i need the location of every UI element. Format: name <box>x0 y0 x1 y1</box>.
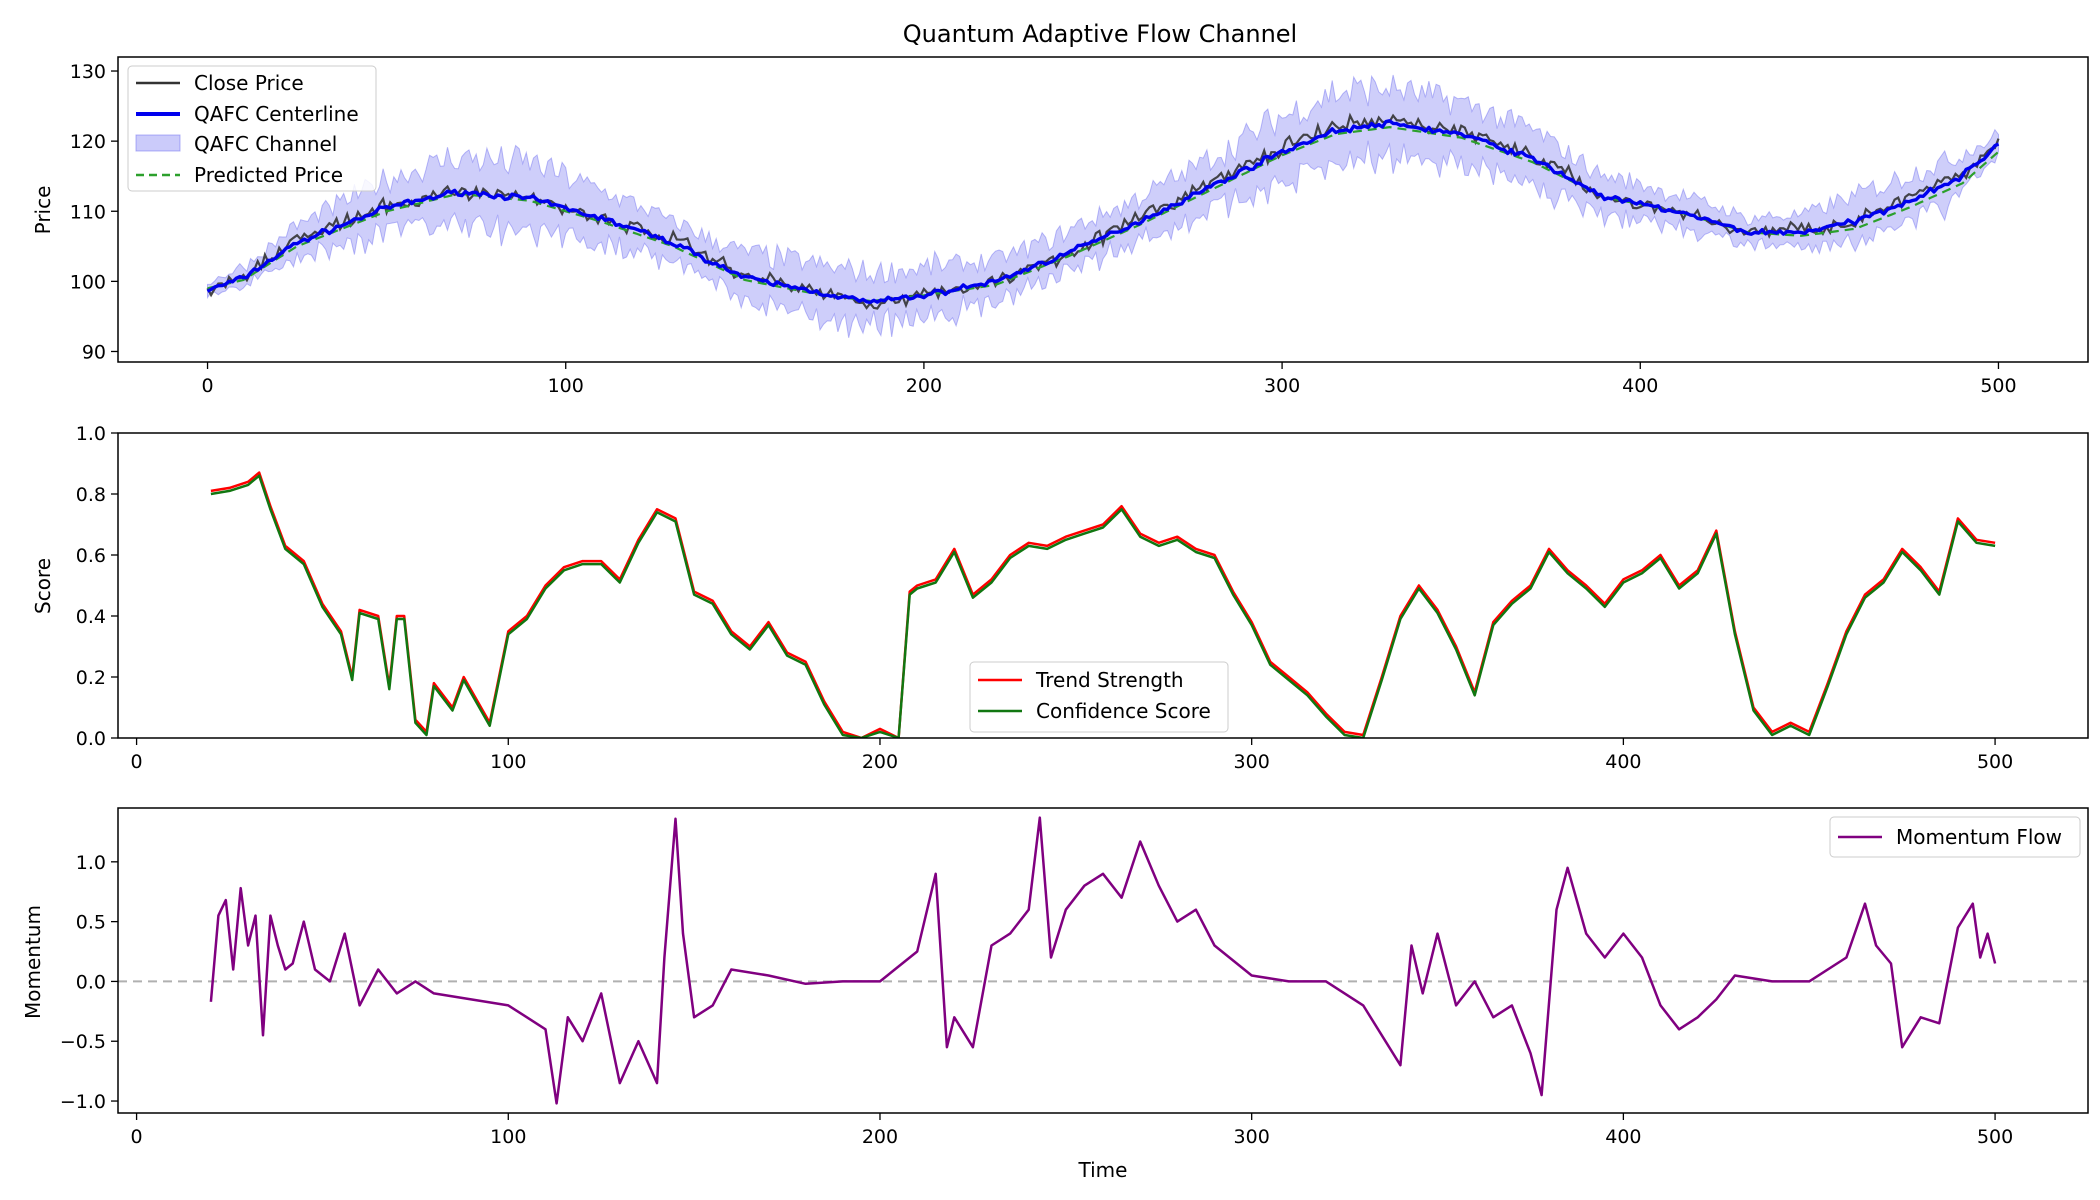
x-tick-label: 200 <box>862 751 898 773</box>
x-tick-label: 500 <box>1977 751 2013 773</box>
momentum-axes-frame <box>117 807 2089 1114</box>
momentum-legend: Momentum Flow <box>1829 816 2081 858</box>
legend-label-momentum-flow: Momentum Flow <box>1896 825 2062 849</box>
chart-title: Quantum Adaptive Flow Channel <box>903 20 1297 48</box>
price-axes-frame <box>117 56 2089 363</box>
y-tick-label: −0.5 <box>60 1031 106 1053</box>
series-close-price <box>206 112 2000 310</box>
legend-label-confidence-score: Confidence Score <box>1036 699 1211 723</box>
x-tick-label: 400 <box>1605 751 1641 773</box>
legend-swatch-qafc-channel <box>135 134 181 152</box>
legend-label-qafc-centerline: QAFC Centerline <box>194 102 359 126</box>
price-legend-box <box>127 65 377 192</box>
y-tick-label: 0.0 <box>76 728 106 750</box>
x-tick-label: 100 <box>548 375 584 397</box>
price-plot-area <box>206 74 2000 338</box>
x-tick-label: 300 <box>1234 751 1270 773</box>
x-tick-label: 500 <box>1977 1126 2013 1148</box>
y-tick-label: 0.6 <box>76 545 106 567</box>
score-panel: 0 100 200 300 400 500 0.0 0.2 0.4 0.6 0.8 1.0 Score… <box>31 423 2089 773</box>
y-tick-label: 110 <box>70 201 106 223</box>
x-tick-label: 100 <box>490 1126 526 1148</box>
score-ticks: 0 100 200 300 400 500 0.0 0.2 0.4 0.6 0.8 1.0 <box>76 423 2013 773</box>
series-confidence-score <box>210 474 1996 738</box>
x-tick-label: 300 <box>1234 1126 1270 1148</box>
x-tick-label: 400 <box>1605 1126 1641 1148</box>
x-tick-label: 200 <box>906 375 942 397</box>
y-tick-label: 0.0 <box>76 971 106 993</box>
y-tick-label: 90 <box>82 341 106 363</box>
x-tick-label: 0 <box>201 375 213 397</box>
y-tick-label: −1.0 <box>60 1091 106 1113</box>
x-tick-label: 400 <box>1622 375 1658 397</box>
series-momentum-flow <box>209 816 1997 1105</box>
y-tick-label: 0.2 <box>76 667 106 689</box>
momentum-legend-box <box>1829 816 2081 858</box>
y-tick-label: 1.0 <box>76 852 106 874</box>
x-tick-label: 200 <box>862 1126 898 1148</box>
legend-label-trend-strength: Trend Strength <box>1035 668 1184 692</box>
momentum-panel: 0 100 200 300 400 500 −1.0 −0.5 0.0 0.5 1.0 Moment… <box>21 807 2089 1182</box>
momentum-ticks: 0 100 200 300 400 500 −1.0 −0.5 0.0 0.5 1.0 <box>60 852 2013 1148</box>
x-tick-label: 0 <box>131 1126 143 1148</box>
y-tick-label: 130 <box>70 61 106 83</box>
y-tick-label: 0.5 <box>76 912 106 934</box>
y-tick-label: 100 <box>70 271 106 293</box>
legend-label-qafc-channel: QAFC Channel <box>194 132 337 156</box>
legend-label-predicted-price: Predicted Price <box>194 163 343 187</box>
score-plot-area <box>210 471 1996 738</box>
series-qafc-channel <box>207 74 1999 338</box>
score-legend-box <box>969 661 1229 733</box>
price-legend: Close Price QAFC Centerline QAFC Channel… <box>127 65 377 192</box>
y-tick-label: 0.8 <box>76 484 106 506</box>
score-y-axis-label: Score <box>31 558 55 614</box>
y-tick-label: 1.0 <box>76 423 106 445</box>
legend-label-close-price: Close Price <box>194 71 304 95</box>
score-axes-frame <box>117 432 2089 739</box>
score-legend: Trend Strength Confidence Score <box>969 661 1229 733</box>
series-qafc-centerline <box>206 119 2000 305</box>
price-panel: Quantum Adaptive Flow Channel 0 100 200 300… <box>31 20 2089 397</box>
x-tick-label: 500 <box>1980 375 2016 397</box>
price-ticks: 0 100 200 300 400 500 90 100 110 120 130 <box>70 61 2017 397</box>
x-axis-label: Time <box>1078 1158 1128 1182</box>
momentum-plot-area <box>118 816 2088 1105</box>
series-trend-strength <box>210 471 1996 738</box>
price-y-axis-label: Price <box>31 186 55 235</box>
x-tick-label: 0 <box>131 751 143 773</box>
x-tick-label: 300 <box>1264 375 1300 397</box>
momentum-y-axis-label: Momentum <box>21 905 45 1019</box>
x-tick-label: 100 <box>490 751 526 773</box>
y-tick-label: 0.4 <box>76 606 106 628</box>
y-tick-label: 120 <box>70 131 106 153</box>
